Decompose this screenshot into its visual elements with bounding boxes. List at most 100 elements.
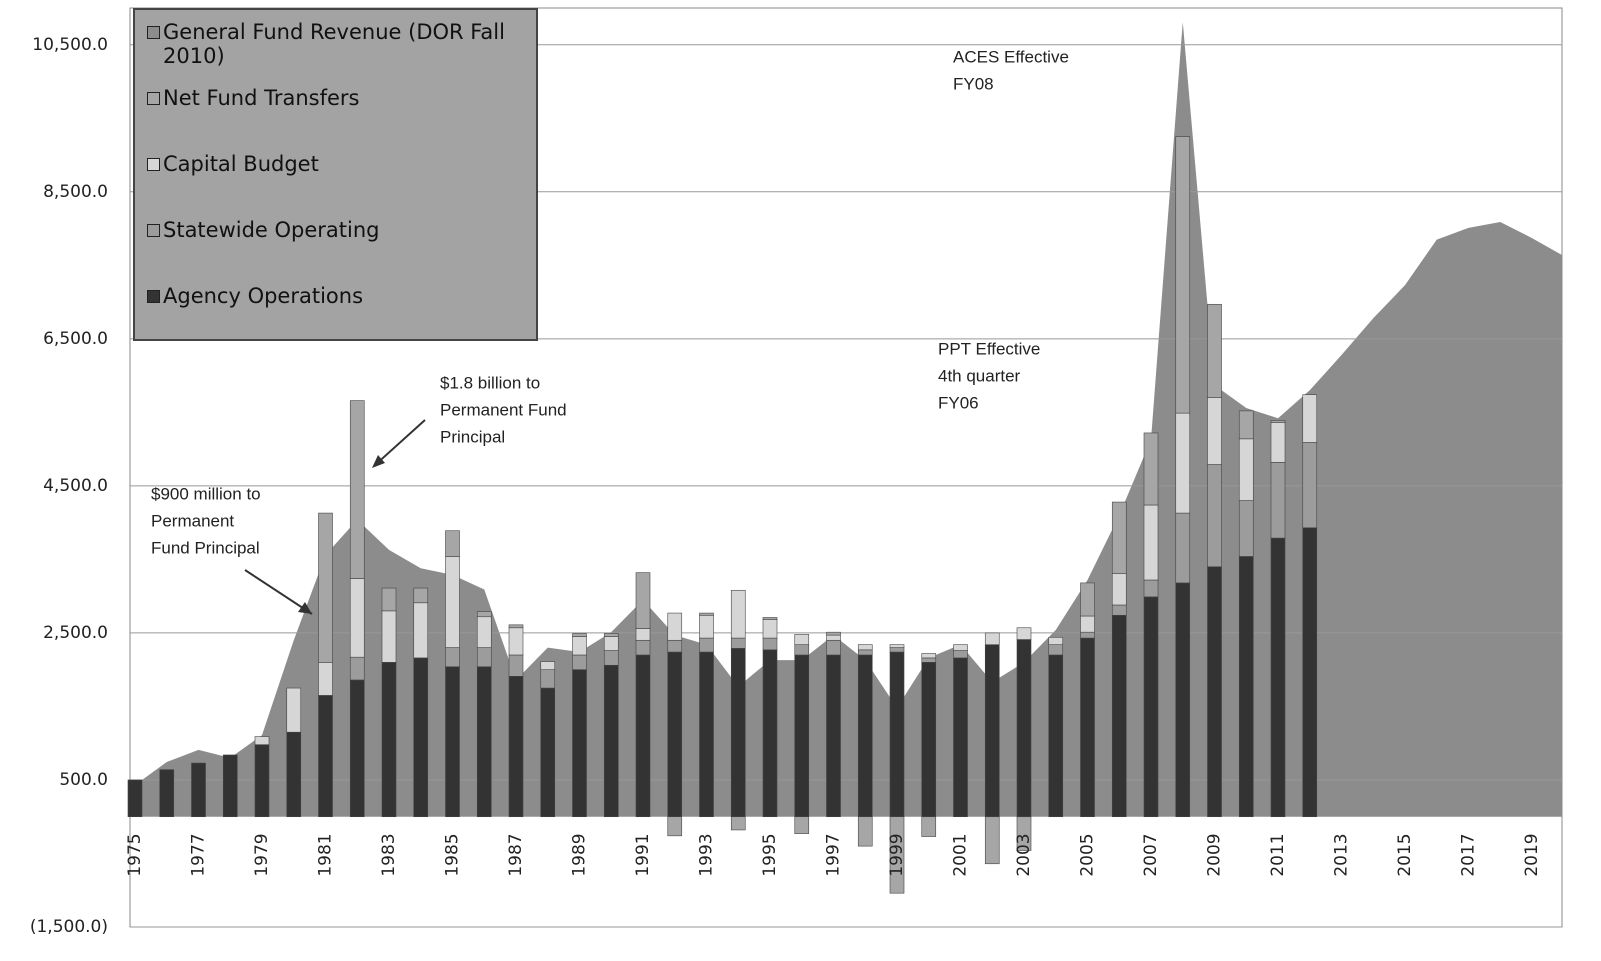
bar [381, 662, 397, 818]
bar [445, 530, 460, 557]
bar [1270, 422, 1286, 463]
bar [1302, 394, 1318, 443]
bar [476, 666, 492, 818]
bar [667, 639, 683, 653]
bar [1175, 512, 1191, 584]
x-tick-label: 2015 [1395, 833, 1415, 876]
bar [667, 612, 683, 641]
x-tick-label: 2017 [1459, 833, 1479, 876]
bar [1238, 438, 1254, 501]
annotation: PPT Effective [938, 339, 1040, 358]
arrow-head [372, 455, 385, 468]
x-tick-label: 1989 [570, 833, 590, 876]
legend-entry: Net Fund Transfers [147, 86, 522, 152]
bar [1111, 573, 1127, 606]
bar [984, 632, 1000, 645]
bar [318, 662, 333, 696]
x-tick-label: 2013 [1332, 833, 1352, 876]
arrow [244, 569, 313, 615]
bar [730, 637, 746, 649]
bar [1175, 412, 1191, 514]
bar [476, 616, 492, 648]
bar [286, 687, 302, 733]
bar [1080, 637, 1095, 818]
bar [762, 649, 778, 818]
bar [953, 644, 968, 651]
legend-swatch [147, 26, 160, 39]
bar [1207, 303, 1222, 398]
bar [889, 816, 905, 894]
annotation: Fund Principal [151, 538, 260, 557]
bar [1143, 579, 1159, 598]
bar [318, 695, 333, 818]
bar [762, 637, 778, 651]
bar [1080, 631, 1095, 639]
bar [413, 602, 429, 659]
bar [730, 648, 746, 818]
x-tick-label: 2003 [1014, 833, 1034, 876]
bar [1270, 462, 1286, 539]
bar [984, 644, 1000, 818]
bar [381, 587, 397, 612]
bar [349, 578, 365, 658]
x-tick-label: 1985 [443, 833, 463, 876]
legend-swatch [147, 290, 160, 303]
bar [349, 679, 365, 818]
bar [1175, 136, 1191, 414]
bar [1048, 644, 1064, 656]
bar [794, 634, 810, 645]
annotation: ACES Effective [953, 47, 1069, 66]
bar [667, 816, 683, 837]
bar [254, 744, 270, 818]
bar [508, 624, 524, 629]
bar [857, 816, 873, 847]
bar [1111, 501, 1127, 574]
bar [953, 657, 968, 818]
bar [1207, 397, 1222, 465]
annotation: FY06 [938, 393, 979, 412]
bar [826, 639, 841, 656]
bar [508, 675, 524, 818]
bar [1080, 582, 1095, 617]
bar [1175, 582, 1191, 818]
bar [445, 666, 460, 818]
annotation: 4th quarter [938, 366, 1021, 385]
arrow [373, 419, 426, 467]
bar [921, 657, 937, 663]
bar [635, 628, 651, 641]
bar [699, 637, 714, 653]
bar [794, 644, 810, 656]
legend-swatch [147, 92, 160, 105]
bar [857, 654, 873, 818]
bar [921, 816, 937, 837]
bar [1207, 566, 1222, 818]
bar [445, 647, 460, 668]
bar [349, 656, 365, 681]
y-tick-label: 8,500.0 [43, 182, 108, 202]
x-tick-label: 2007 [1141, 833, 1161, 876]
x-tick-label: 1997 [824, 833, 844, 876]
bar [603, 636, 619, 651]
bar [572, 654, 587, 670]
bar [1302, 527, 1318, 818]
bar [159, 769, 175, 818]
bar [222, 754, 238, 818]
bar [857, 649, 873, 656]
bar [1143, 504, 1159, 581]
y-tick-label: 4,500.0 [43, 476, 108, 496]
bar [445, 556, 460, 648]
annotation: $1.8 billion to [440, 373, 540, 392]
bar [603, 664, 619, 818]
bar [1270, 420, 1286, 423]
x-tick-label: 2009 [1205, 833, 1225, 876]
bar [667, 651, 683, 818]
bar [1270, 537, 1286, 818]
bar [603, 633, 619, 637]
bar [1143, 596, 1159, 818]
legend-label: General Fund Revenue (DOR Fall 2010) [163, 20, 505, 68]
x-tick-label: 1979 [252, 833, 272, 876]
bar [699, 651, 714, 818]
arrow-head [298, 602, 312, 614]
area [135, 21, 1562, 817]
